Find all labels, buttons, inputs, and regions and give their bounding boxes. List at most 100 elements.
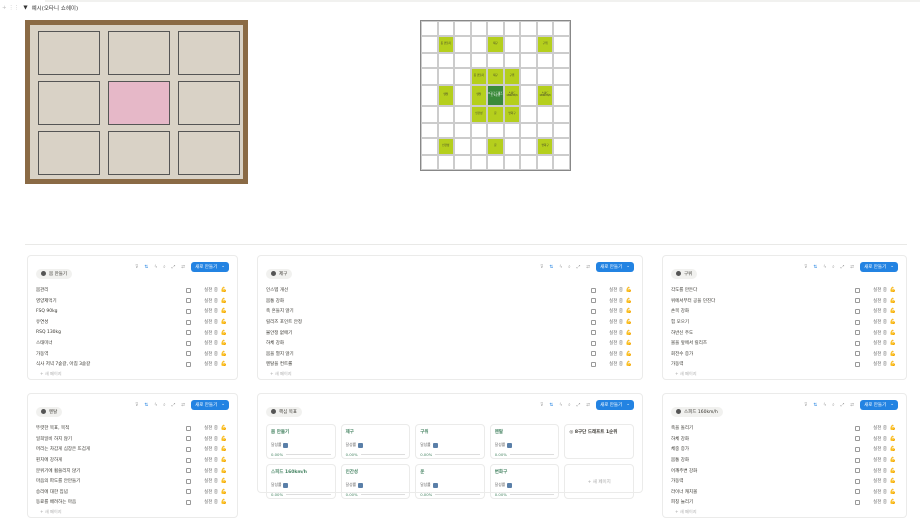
checkbox[interactable] bbox=[855, 308, 860, 314]
new-page-button[interactable]: + 새 페이지 bbox=[40, 508, 62, 514]
list-item[interactable]: 위에서부터 공을 던진다 실천 중 💪 bbox=[671, 297, 896, 304]
checkbox[interactable] bbox=[591, 287, 596, 293]
list-item[interactable]: 동료를 배려하는 마음 실천 중 💪 bbox=[36, 499, 227, 506]
goal-card[interactable]: 운 달성률 0.00% bbox=[415, 464, 485, 499]
list-item[interactable]: 영양제먹기 실천 중 💪 bbox=[36, 297, 227, 304]
checkbox[interactable] bbox=[186, 330, 191, 336]
list-item[interactable]: RSQ 130kg 실천 중 💪 bbox=[36, 329, 227, 336]
checkbox[interactable] bbox=[855, 319, 860, 325]
expand-icon[interactable]: ⤢ bbox=[171, 265, 176, 270]
checkbox[interactable] bbox=[855, 361, 860, 367]
checkbox[interactable] bbox=[855, 330, 860, 336]
new-button[interactable]: 새로 만들기 ⌄ bbox=[191, 400, 229, 410]
view-tab[interactable]: 스피드 160km/h bbox=[671, 406, 723, 417]
list-item[interactable]: 불안정 없애기 실천 중 💪 bbox=[266, 329, 632, 336]
toggle-triangle-icon[interactable]: ▼ bbox=[23, 5, 28, 11]
toggle-block[interactable]: + ⋮⋮ ▼ 예시(오타니 쇼헤이) bbox=[2, 4, 78, 12]
list-item[interactable]: 가동력 실천 중 💪 bbox=[671, 478, 896, 485]
list-item[interactable]: 하체 강화 실천 중 💪 bbox=[671, 435, 896, 442]
search-icon[interactable]: ⌕ bbox=[163, 403, 166, 408]
sort-icon[interactable]: ⇅ bbox=[144, 264, 149, 270]
checkbox[interactable] bbox=[855, 425, 860, 431]
checkbox[interactable] bbox=[591, 361, 596, 367]
checkbox[interactable] bbox=[855, 446, 860, 452]
checkbox[interactable] bbox=[186, 446, 191, 452]
checkbox[interactable] bbox=[186, 340, 191, 346]
filter-icon[interactable]: ⊽ bbox=[135, 402, 139, 408]
checkbox[interactable] bbox=[186, 425, 191, 431]
checkbox[interactable] bbox=[855, 298, 860, 304]
list-item[interactable]: 피칭 늘리기 실천 중 💪 bbox=[671, 499, 896, 506]
checkbox[interactable] bbox=[186, 457, 191, 463]
view-tab[interactable]: 구위 bbox=[671, 268, 698, 279]
checkbox[interactable] bbox=[186, 308, 191, 314]
new-page-button[interactable]: + 새 페이지 bbox=[40, 370, 62, 376]
settings-icon[interactable]: ⇄ bbox=[181, 264, 186, 270]
new-button[interactable]: 새로 만들기 ⌄ bbox=[191, 262, 229, 272]
list-item[interactable]: 하반신 주도 실천 중 💪 bbox=[671, 329, 896, 336]
checkbox[interactable] bbox=[591, 340, 596, 346]
chevron-down-icon[interactable]: ⌄ bbox=[890, 264, 894, 269]
goal-card[interactable]: 몸 만들기 달성률 0.00% bbox=[266, 424, 336, 459]
automation-icon[interactable]: ϟ bbox=[154, 402, 158, 408]
checkbox[interactable] bbox=[591, 298, 596, 304]
checkbox[interactable] bbox=[591, 330, 596, 336]
list-item[interactable]: 유연성 실천 중 💪 bbox=[36, 319, 227, 326]
chevron-down-icon[interactable]: ⌄ bbox=[626, 402, 630, 407]
filter-icon[interactable]: ⊽ bbox=[540, 402, 544, 408]
new-button[interactable]: 새로 만들기 ⌄ bbox=[860, 262, 898, 272]
expand-icon[interactable]: ⤢ bbox=[576, 403, 581, 408]
chevron-down-icon[interactable]: ⌄ bbox=[890, 402, 894, 407]
list-item[interactable]: 몸통 강화 실천 중 💪 bbox=[671, 457, 896, 464]
settings-icon[interactable]: ⇄ bbox=[586, 402, 591, 408]
list-item[interactable]: 어깨주변 강화 실천 중 💪 bbox=[671, 467, 896, 474]
list-item[interactable]: 머리는 차갑게 심장은 뜨겁게 실천 중 💪 bbox=[36, 446, 227, 453]
list-item[interactable]: 몸통 강화 실천 중 💪 bbox=[266, 297, 632, 304]
checkbox[interactable] bbox=[186, 298, 191, 304]
new-button[interactable]: 새로 만들기 ⌄ bbox=[596, 262, 634, 272]
checkbox[interactable] bbox=[186, 499, 191, 505]
automation-icon[interactable]: ϟ bbox=[154, 264, 158, 270]
checkbox[interactable] bbox=[186, 287, 191, 293]
new-button[interactable]: 새로 만들기 ⌄ bbox=[860, 400, 898, 410]
checkbox[interactable] bbox=[855, 489, 860, 495]
checkbox[interactable] bbox=[186, 351, 191, 357]
new-page-button[interactable]: + 새 페이지 bbox=[564, 464, 634, 499]
list-item[interactable]: 회전수 증가 실천 중 💪 bbox=[671, 350, 896, 357]
view-tab[interactable]: 제구 bbox=[266, 268, 293, 279]
list-item[interactable]: 뚜렷한 목표, 목적 실천 중 💪 bbox=[36, 425, 227, 432]
sort-icon[interactable]: ⇅ bbox=[144, 402, 149, 408]
search-icon[interactable]: ⌕ bbox=[832, 403, 835, 408]
settings-icon[interactable]: ⇄ bbox=[850, 264, 855, 270]
list-item[interactable]: 몸관리 실천 중 💪 bbox=[36, 287, 227, 294]
list-item[interactable]: 인스텝 개선 실천 중 💪 bbox=[266, 287, 632, 294]
checkbox[interactable] bbox=[186, 436, 191, 442]
list-item[interactable]: 볼을 앞에서 릴리즈 실천 중 💪 bbox=[671, 340, 896, 347]
list-item[interactable]: 가동역 실천 중 💪 bbox=[36, 350, 227, 357]
settings-icon[interactable]: ⇄ bbox=[850, 402, 855, 408]
expand-icon[interactable]: ⤢ bbox=[840, 403, 845, 408]
checkbox[interactable] bbox=[855, 351, 860, 357]
goal-card[interactable]: ◎ 8구단 드래프트 1순위 bbox=[564, 424, 634, 459]
list-item[interactable]: 라이너 캐치볼 실천 중 💪 bbox=[671, 488, 896, 495]
filter-icon[interactable]: ⊽ bbox=[804, 402, 808, 408]
list-item[interactable]: 일희일비 하지 않기 실천 중 💪 bbox=[36, 435, 227, 442]
checkbox[interactable] bbox=[855, 287, 860, 293]
settings-icon[interactable]: ⇄ bbox=[586, 264, 591, 270]
filter-icon[interactable]: ⊽ bbox=[804, 264, 808, 270]
goal-card[interactable]: 인간성 달성률 0.00% bbox=[340, 464, 411, 499]
search-icon[interactable]: ⌕ bbox=[832, 265, 835, 270]
drag-handle-icon[interactable]: + ⋮⋮ bbox=[2, 5, 20, 11]
checkbox[interactable] bbox=[855, 457, 860, 463]
list-item[interactable]: FSQ 90kg 실천 중 💪 bbox=[36, 308, 227, 315]
list-item[interactable]: 각도를 만든다 실천 중 💪 bbox=[671, 287, 896, 294]
checkbox[interactable] bbox=[186, 319, 191, 325]
checkbox[interactable] bbox=[591, 319, 596, 325]
checkbox[interactable] bbox=[186, 489, 191, 495]
sort-icon[interactable]: ⇅ bbox=[813, 402, 818, 408]
chevron-down-icon[interactable]: ⌄ bbox=[221, 264, 225, 269]
list-item[interactable]: 승리에 대한 집념 실천 중 💪 bbox=[36, 488, 227, 495]
search-icon[interactable]: ⌕ bbox=[568, 265, 571, 270]
list-item[interactable]: 분위기에 휩쓸리지 않기 실천 중 💪 bbox=[36, 467, 227, 474]
list-item[interactable]: 힘 모으기 실천 중 💪 bbox=[671, 319, 896, 326]
